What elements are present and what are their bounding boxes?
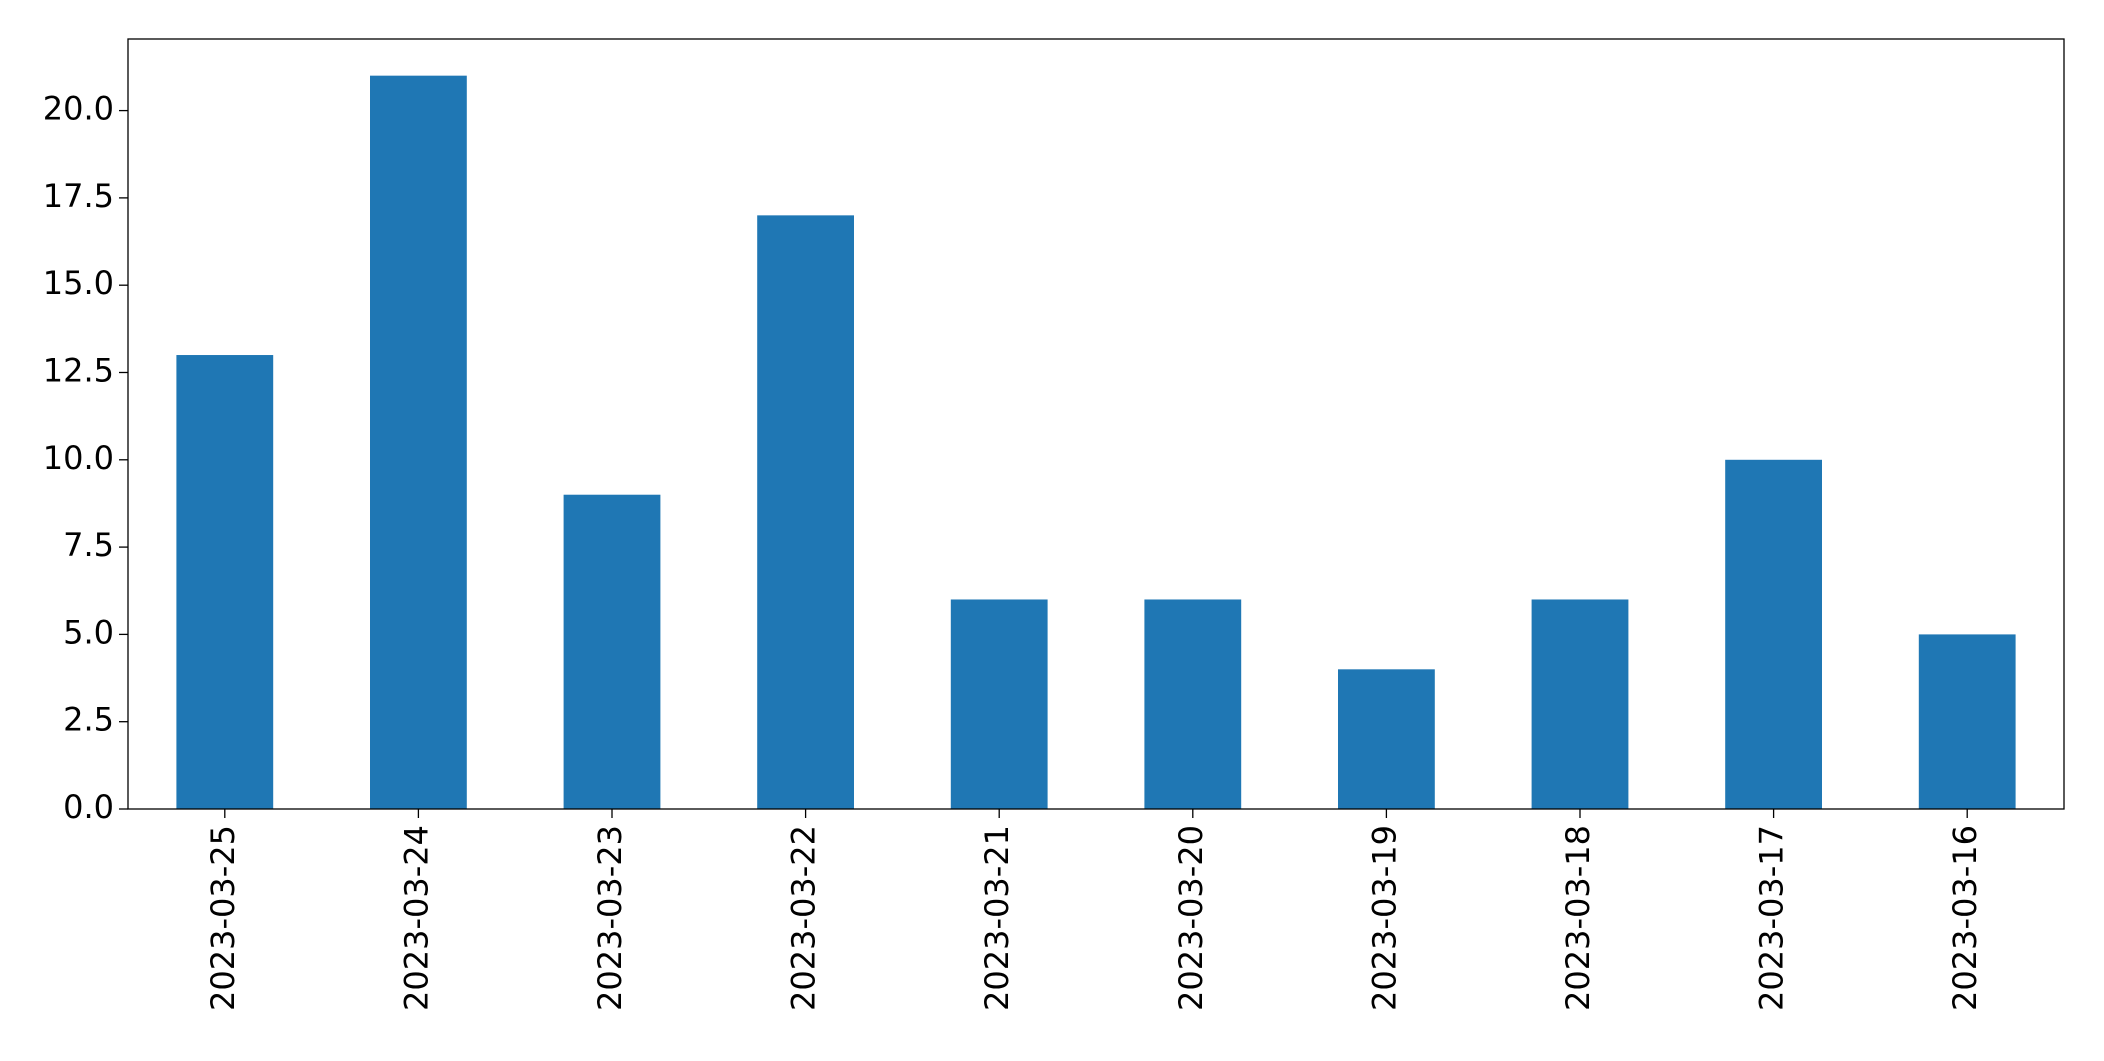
y-tick-label: 10.0 (43, 439, 114, 477)
y-tick-label: 0.0 (63, 788, 114, 826)
x-tick-label: 2023-03-17 (1753, 825, 1791, 1011)
bar (176, 355, 274, 809)
x-tick-label: 2023-03-23 (591, 825, 629, 1011)
x-tick-label: 2023-03-22 (785, 825, 823, 1011)
y-tick-label: 2.5 (63, 701, 114, 739)
bar (1725, 459, 1822, 809)
y-tick-label: 7.5 (63, 526, 114, 564)
y-tick-label: 12.5 (43, 351, 114, 389)
y-tick-label: 17.5 (43, 177, 114, 215)
bar (1144, 599, 1242, 809)
bar (370, 75, 467, 809)
x-tick-label: 2023-03-18 (1559, 825, 1597, 1011)
x-tick-label: 2023-03-20 (1172, 825, 1210, 1011)
x-tick-label: 2023-03-19 (1365, 825, 1403, 1011)
x-tick-label: 2023-03-16 (1946, 825, 1984, 1011)
bar (950, 599, 1048, 809)
plot-frame (127, 38, 2065, 810)
x-tick-label: 2023-03-21 (978, 825, 1016, 1011)
y-tick-label: 5.0 (63, 613, 114, 651)
y-tick-label: 20.0 (43, 90, 114, 128)
bar (1338, 669, 1435, 809)
bar (1918, 634, 2016, 809)
bar (757, 215, 854, 809)
bar (1531, 599, 1629, 809)
y-tick-label: 15.0 (43, 264, 114, 302)
x-tick-label: 2023-03-24 (397, 825, 435, 1011)
x-tick-label: 2023-03-25 (204, 825, 242, 1011)
bar (563, 494, 661, 809)
